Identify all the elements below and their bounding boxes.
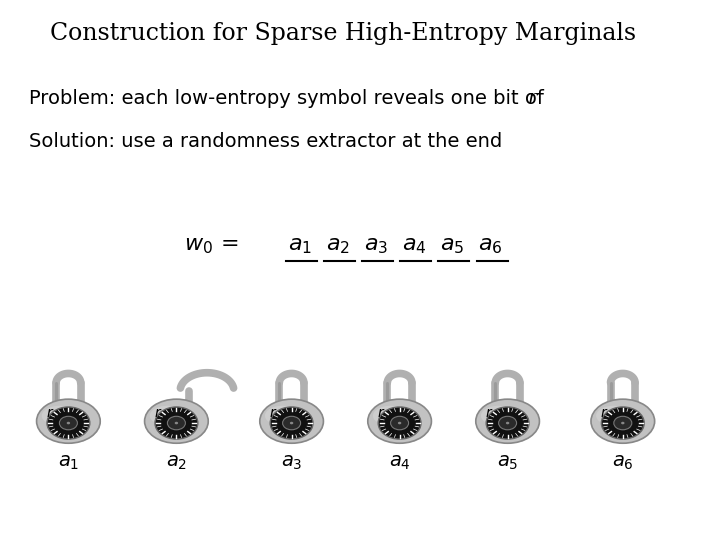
Text: $r$: $r$ (269, 406, 277, 420)
Circle shape (155, 407, 198, 439)
Ellipse shape (481, 406, 516, 426)
Text: $a_6$: $a_6$ (478, 234, 503, 256)
Text: Construction for Sparse High-Entropy Marginals: Construction for Sparse High-Entropy Mar… (50, 22, 636, 45)
Text: $w_0\,=$: $w_0\,=$ (184, 234, 238, 256)
Ellipse shape (37, 400, 101, 444)
Ellipse shape (261, 400, 324, 444)
Ellipse shape (37, 399, 100, 443)
Text: $r$: $r$ (485, 406, 493, 420)
Text: $a_2$: $a_2$ (326, 234, 350, 256)
Ellipse shape (150, 406, 185, 426)
Ellipse shape (260, 399, 323, 443)
Ellipse shape (265, 406, 300, 426)
Text: $a_3$: $a_3$ (364, 234, 388, 256)
Text: $a_5$: $a_5$ (440, 234, 464, 256)
Text: $a_2$: $a_2$ (166, 454, 187, 471)
Circle shape (601, 407, 644, 439)
Circle shape (621, 422, 624, 424)
Ellipse shape (596, 406, 631, 426)
Text: Solution: use a randomness extractor at the end: Solution: use a randomness extractor at … (29, 132, 502, 151)
Ellipse shape (477, 400, 540, 444)
Ellipse shape (592, 400, 655, 444)
Circle shape (60, 416, 77, 430)
Circle shape (486, 407, 529, 439)
Ellipse shape (476, 399, 539, 443)
Ellipse shape (145, 399, 208, 443)
Text: $a_3$: $a_3$ (281, 454, 302, 471)
Circle shape (283, 416, 300, 430)
Circle shape (47, 407, 90, 439)
Ellipse shape (368, 399, 431, 443)
Circle shape (506, 422, 509, 424)
Text: $a_6$: $a_6$ (612, 454, 634, 471)
Circle shape (378, 407, 421, 439)
Circle shape (614, 416, 631, 430)
Text: $r$: $r$ (600, 406, 608, 420)
Circle shape (398, 422, 401, 424)
Circle shape (290, 422, 293, 424)
Text: $a_1$: $a_1$ (287, 234, 312, 256)
Circle shape (270, 407, 313, 439)
Circle shape (391, 416, 408, 430)
Text: $a_4$: $a_4$ (402, 234, 426, 256)
Ellipse shape (145, 400, 209, 444)
Circle shape (168, 416, 185, 430)
Circle shape (175, 422, 178, 424)
Circle shape (499, 416, 516, 430)
Text: r: r (528, 89, 537, 107)
Ellipse shape (591, 399, 654, 443)
Ellipse shape (42, 406, 77, 426)
Text: $a_5$: $a_5$ (497, 454, 518, 471)
Text: $r$: $r$ (46, 406, 54, 420)
Text: Problem: each low-entropy symbol reveals one bit of: Problem: each low-entropy symbol reveals… (29, 89, 550, 108)
Text: $a_4$: $a_4$ (389, 454, 410, 471)
Ellipse shape (373, 406, 408, 426)
Text: $a_1$: $a_1$ (58, 454, 79, 471)
Text: $r$: $r$ (154, 406, 162, 420)
Text: $r$: $r$ (377, 406, 385, 420)
Ellipse shape (369, 400, 432, 444)
Circle shape (67, 422, 70, 424)
